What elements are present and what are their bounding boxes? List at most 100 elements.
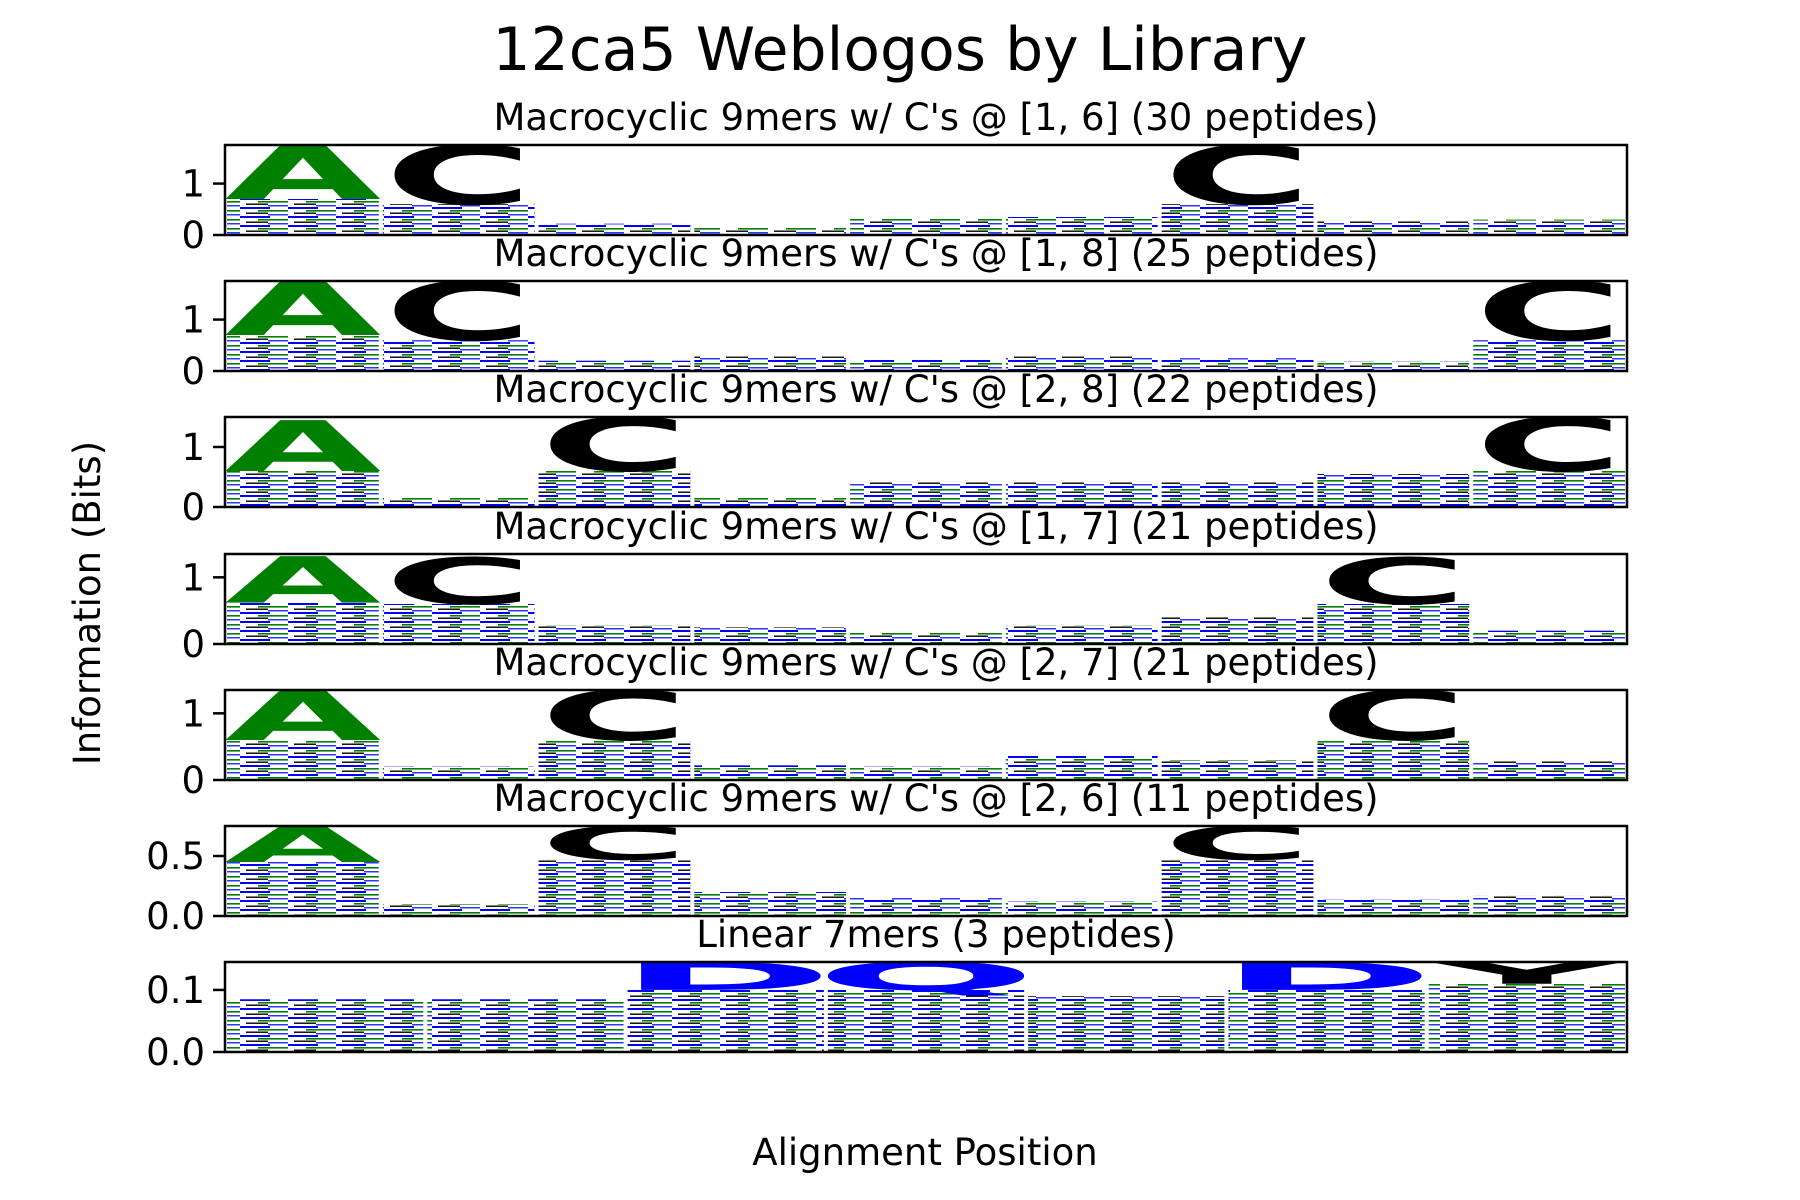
logo-column-stack: [427, 999, 624, 1052]
logo-column-stack: [1317, 740, 1470, 780]
logo-column-stack: [538, 360, 691, 371]
logo-column-stack: [1473, 340, 1625, 371]
logo-letter: C: [384, 130, 533, 224]
y-tick-label: 1: [181, 556, 205, 599]
y-tick-label: 0: [181, 623, 205, 666]
y-axis-label: Information (Bits): [66, 441, 109, 765]
logo-letter: C: [1319, 545, 1468, 619]
panel-title: Macrocyclic 9mers w/ C's @ [2, 7] (21 pe…: [493, 641, 1378, 684]
logo-column-stack: [694, 227, 847, 235]
logo-column-stack: [694, 356, 847, 371]
logo-column-stack: [538, 223, 691, 235]
y-tick-label: 0.0: [146, 895, 205, 938]
x-axis-label: Alignment Position: [752, 1131, 1097, 1174]
logo-column-stack: [382, 604, 535, 644]
logo-panels: Macrocyclic 9mers w/ C's @ [1, 6] (30 pe…: [146, 96, 1629, 1074]
logo-column-stack: [538, 859, 691, 916]
logo-column-stack: [1228, 989, 1425, 1052]
y-tick-label: 0: [181, 214, 205, 257]
panel-title: Linear 7mers (3 peptides): [696, 913, 1176, 956]
logo-column-stack: [227, 335, 379, 371]
logo-letter: C: [1475, 266, 1624, 360]
figure-title: 12ca5 Weblogos by Library: [492, 15, 1307, 85]
logo-column-stack: [1005, 217, 1158, 235]
logo-column-stack: [694, 892, 847, 916]
logo-column-stack: [694, 765, 847, 780]
logo-panel: Macrocyclic 9mers w/ C's @ [1, 6] (30 pe…: [181, 96, 1629, 257]
logo-column-stack: [227, 999, 424, 1052]
logo-letter: C: [384, 545, 533, 619]
logo-letter: A: [225, 544, 382, 618]
panel-frame: [223, 688, 1629, 782]
logo-column-stack: [538, 471, 691, 507]
logo-column-stack: [1005, 756, 1158, 780]
logo-column-stack: [1317, 474, 1470, 507]
y-tick-label: 0: [181, 486, 205, 529]
logo-column-stack: [1473, 219, 1625, 235]
logo-column-stack: [1473, 471, 1625, 507]
y-tick-label: 1: [181, 299, 205, 342]
logo-column-stack: [850, 898, 1002, 916]
y-tick-label: 1: [181, 692, 205, 735]
logo-column-stack: [850, 218, 1002, 235]
panel-title: Macrocyclic 9mers w/ C's @ [1, 8] (25 pe…: [493, 232, 1378, 275]
panel-frame: [223, 960, 1629, 1054]
logo-letter: C: [1163, 130, 1312, 224]
logo-column-stack: [1161, 760, 1314, 780]
logo-column-stack: [850, 632, 1002, 644]
logo-column-stack: [1161, 358, 1314, 371]
logo-letter: C: [540, 677, 689, 757]
y-tick-label: 0: [181, 350, 205, 393]
logo-column-stack: [227, 199, 379, 235]
panel-frame: [223, 415, 1629, 509]
logo-column-stack: [1473, 895, 1625, 916]
logo-column-stack: [850, 766, 1002, 780]
logo-column-stack: [382, 340, 535, 371]
panel-frame: [223, 279, 1629, 373]
logo-column-stack: [538, 740, 691, 780]
logo-letter: C: [1319, 677, 1468, 757]
panel-title: Macrocyclic 9mers w/ C's @ [1, 7] (21 pe…: [493, 505, 1378, 548]
logo-column-stack: [1005, 356, 1158, 371]
logo-column-stack: [827, 989, 1025, 1052]
panel-frame: [223, 143, 1629, 237]
logo-letter: A: [225, 131, 382, 217]
logo-column-stack: [227, 862, 379, 916]
logo-column-stack: [1473, 761, 1625, 780]
panel-title: Macrocyclic 9mers w/ C's @ [2, 8] (22 pe…: [493, 368, 1378, 411]
panel-frame: [223, 552, 1629, 646]
logo-column-stack: [382, 204, 535, 235]
logo-column-stack: [1005, 625, 1158, 644]
logo-column-stack: [227, 740, 379, 780]
panel-frame: [223, 824, 1629, 918]
logo-column-stack: [694, 498, 847, 507]
logo-panel: Macrocyclic 9mers w/ C's @ [2, 8] (22 pe…: [181, 368, 1629, 529]
logo-column-stack: [1161, 617, 1314, 644]
logo-column-stack: [850, 481, 1002, 507]
logo-letter: A: [225, 267, 382, 353]
logo-column-stack: [1161, 481, 1314, 507]
logo-column-stack: [382, 498, 535, 507]
logo-letter: C: [540, 403, 689, 489]
y-tick-label: 0.1: [146, 969, 205, 1012]
logo-column-stack: [627, 989, 824, 1052]
y-tick-label: 0.5: [146, 835, 205, 878]
logo-column-stack: [1028, 996, 1225, 1052]
logo-column-stack: [382, 766, 535, 780]
logo-panel: Macrocyclic 9mers w/ C's @ [2, 6] (11 pe…: [146, 777, 1629, 938]
logo-column-stack: [1005, 481, 1158, 507]
panel-title: Macrocyclic 9mers w/ C's @ [1, 6] (30 pe…: [493, 96, 1378, 139]
logo-panel: Linear 7mers (3 peptides)DQ DY0.00.1: [146, 913, 1629, 1074]
logo-letter: C: [384, 266, 533, 360]
logo-panel: Macrocyclic 9mers w/ C's @ [1, 7] (21 pe…: [181, 505, 1629, 666]
logo-column-stack: [694, 627, 847, 644]
logo-letter: A: [225, 677, 382, 757]
logo-column-stack: [538, 625, 691, 644]
logo-column-stack: [382, 904, 535, 916]
logo-column-stack: [1473, 630, 1625, 644]
logo-column-stack: [1161, 859, 1314, 916]
logo-column-stack: [1317, 604, 1470, 644]
logo-column-stack: [1161, 204, 1314, 235]
logo-column-stack: [227, 471, 379, 507]
